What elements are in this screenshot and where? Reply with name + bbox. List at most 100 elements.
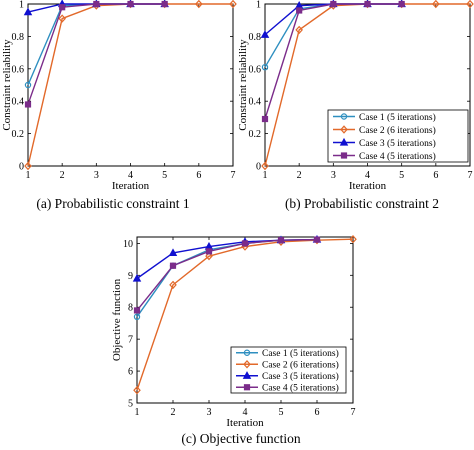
x-tick-label: 7 bbox=[468, 170, 473, 181]
series-case-3 bbox=[132, 234, 322, 282]
data-point bbox=[205, 251, 213, 261]
data-point bbox=[24, 101, 32, 108]
y-axis-label: Constraint reliability bbox=[1, 39, 13, 131]
x-tick-label: 3 bbox=[331, 170, 336, 181]
y-tick-label: 1 bbox=[19, 0, 24, 11]
data-point bbox=[229, 0, 237, 9]
data-point bbox=[296, 7, 303, 14]
data-point bbox=[261, 161, 269, 171]
x-axis-label: Iteration bbox=[112, 180, 150, 192]
legend-entry: Case 1 (5 iterations) bbox=[262, 348, 339, 359]
data-point bbox=[313, 236, 321, 243]
data-point bbox=[260, 30, 270, 38]
series-line bbox=[136, 238, 318, 280]
series-case-4 bbox=[24, 0, 168, 108]
y-tick-label: 0.6 bbox=[12, 64, 25, 75]
x-tick-label: 3 bbox=[94, 170, 99, 181]
data-point bbox=[241, 240, 249, 247]
x-tick-label: 1 bbox=[263, 170, 268, 181]
legend-marker bbox=[243, 349, 251, 356]
y-tick-label: 0.8 bbox=[12, 32, 25, 43]
x-tick-label: 6 bbox=[433, 170, 438, 181]
x-tick-label: 5 bbox=[162, 170, 167, 181]
x-tick-label: 2 bbox=[171, 407, 176, 418]
x-tick-label: 2 bbox=[60, 170, 65, 181]
plot-frame bbox=[27, 3, 234, 167]
data-point bbox=[58, 14, 66, 23]
x-tick-label: 1 bbox=[26, 170, 31, 181]
series-line bbox=[264, 3, 402, 120]
data-point bbox=[132, 273, 142, 282]
x-tick-label: 4 bbox=[365, 170, 370, 181]
data-point bbox=[261, 115, 269, 123]
x-tick-label: 5 bbox=[399, 170, 404, 181]
x-tick-label: 2 bbox=[297, 170, 302, 181]
x-tick-label: 6 bbox=[315, 407, 320, 418]
x-tick-label: 4 bbox=[243, 407, 248, 418]
data-point bbox=[24, 161, 32, 171]
x-tick-label: 7 bbox=[351, 407, 356, 418]
series-case-4 bbox=[261, 0, 405, 123]
legend-marker bbox=[243, 360, 251, 369]
data-point bbox=[195, 0, 203, 9]
series-line bbox=[264, 3, 402, 68]
legend-box bbox=[327, 109, 469, 163]
data-point bbox=[432, 0, 440, 9]
data-point bbox=[127, 0, 134, 8]
y-tick-label: 0.2 bbox=[12, 129, 25, 140]
series-case-2 bbox=[24, 0, 237, 171]
legend-entry: Case 4 (5 iterations) bbox=[359, 151, 436, 162]
data-point bbox=[466, 0, 474, 9]
legend-marker bbox=[243, 384, 251, 391]
y-tick-label: 0 bbox=[256, 162, 261, 173]
data-point bbox=[133, 313, 141, 321]
panel-a-chart: 1 2 3 4 5 6 7 0 0.2 0.4 0.6 0.8 1 Iteration Constraint… bbox=[1, 0, 237, 192]
data-point bbox=[330, 0, 337, 8]
legend-marker bbox=[242, 371, 252, 379]
data-point bbox=[295, 25, 303, 35]
series-line bbox=[136, 238, 318, 311]
y-tick-label: 0.6 bbox=[249, 64, 262, 75]
data-point bbox=[169, 262, 177, 269]
legend-marker bbox=[340, 152, 348, 159]
y-tick-label: 6 bbox=[128, 367, 133, 378]
legend-entry: Case 3 (5 iterations) bbox=[359, 138, 436, 149]
x-tick-label: 3 bbox=[207, 407, 212, 418]
legend: Case 1 (5 iterations)Case 2 (6 iteration… bbox=[230, 346, 347, 394]
y-tick-label: 0 bbox=[19, 162, 24, 173]
data-point bbox=[205, 248, 213, 255]
x-tick-label: 7 bbox=[231, 170, 236, 181]
data-point bbox=[133, 307, 141, 314]
series-case-4 bbox=[133, 236, 321, 314]
data-point bbox=[349, 235, 357, 244]
caption-c: (c) Objective function bbox=[181, 431, 300, 446]
caption-a: (a) Probabilistic constraint 1 bbox=[36, 196, 189, 211]
legend-entry: Case 2 (6 iterations) bbox=[262, 360, 339, 371]
legend-entry: Case 1 (5 iterations) bbox=[359, 112, 436, 123]
data-point bbox=[23, 7, 33, 16]
panel-c-chart: 1 2 3 4 5 6 7 5 6 7 8 9 10 Iteration Objective functio… bbox=[111, 234, 357, 429]
legend-entry: Case 3 (5 iterations) bbox=[262, 371, 339, 382]
panel-b-chart: 1 2 3 4 5 6 7 0 0.2 0.4 0.6 0.8 1 Iteration Constraint… bbox=[237, 0, 474, 192]
x-tick-label: 5 bbox=[279, 407, 284, 418]
data-point bbox=[398, 0, 405, 8]
data-point bbox=[133, 386, 141, 395]
x-axis-label: Iteration bbox=[226, 417, 264, 429]
y-tick-label: 0.4 bbox=[249, 97, 262, 108]
y-tick-label: 0.2 bbox=[249, 129, 262, 140]
data-point bbox=[364, 0, 371, 8]
x-tick-label: 1 bbox=[135, 407, 140, 418]
y-axis-label: Constraint reliability bbox=[237, 39, 249, 131]
y-tick-label: 9 bbox=[128, 271, 133, 282]
legend-entry: Case 4 (5 iterations) bbox=[262, 383, 339, 394]
data-point bbox=[93, 0, 100, 8]
data-point bbox=[277, 237, 285, 244]
x-axis-label: Iteration bbox=[349, 180, 387, 192]
series-line bbox=[27, 3, 165, 105]
y-tick-label: 7 bbox=[128, 335, 133, 346]
y-tick-label: 8 bbox=[128, 303, 133, 314]
legend: Case 1 (5 iterations)Case 2 (6 iteration… bbox=[327, 109, 469, 163]
y-tick-label: 0.8 bbox=[249, 32, 262, 43]
caption-b: (b) Probabilistic constraint 2 bbox=[285, 196, 439, 211]
